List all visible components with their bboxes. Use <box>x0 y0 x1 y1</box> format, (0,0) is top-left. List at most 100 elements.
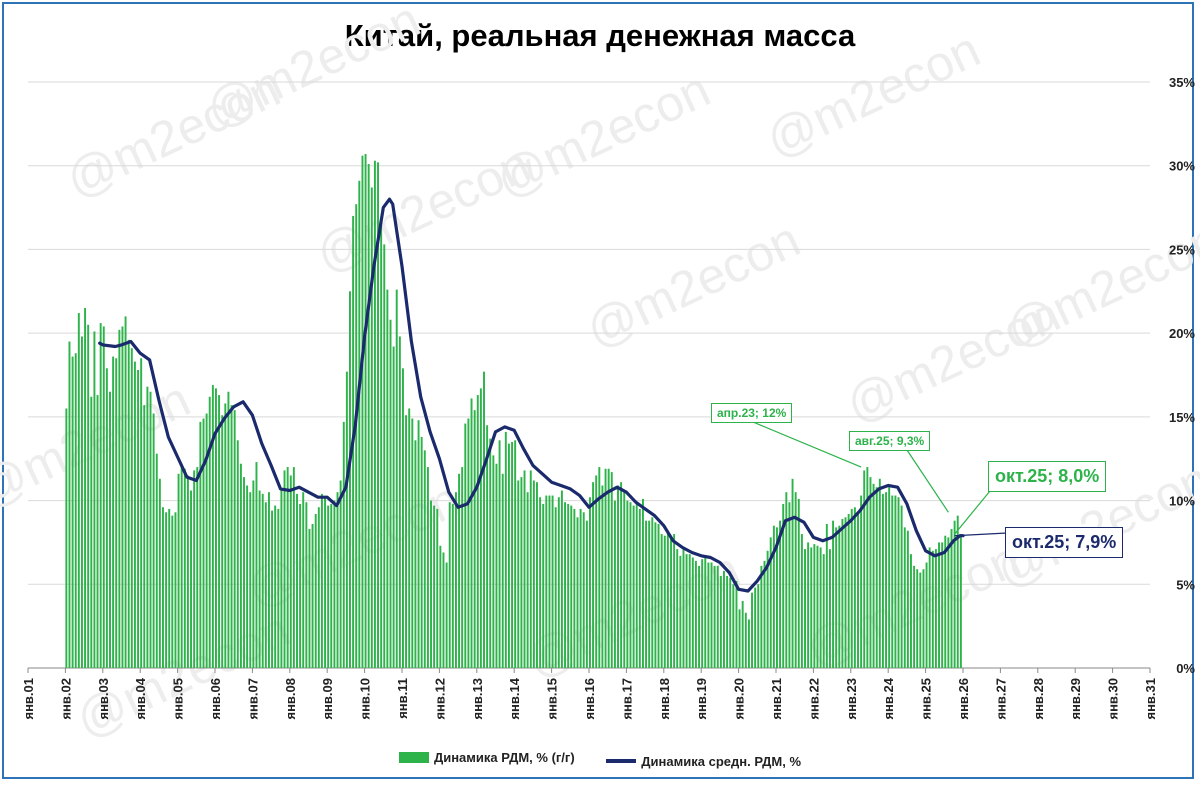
callout-label: апр.23; 12% <box>711 403 793 423</box>
bar <box>358 180 361 669</box>
bar <box>956 515 959 668</box>
watermark-text: @m2econ <box>577 211 808 358</box>
bar <box>894 495 897 668</box>
watermark-text: @m2econ <box>757 21 988 168</box>
bar <box>698 565 701 668</box>
x-tick-label: янв.20 <box>732 678 747 720</box>
bar <box>941 542 944 668</box>
bar <box>342 421 345 668</box>
bar <box>180 463 183 668</box>
bar <box>121 326 124 668</box>
bar <box>916 569 919 668</box>
callout-leader <box>954 532 1008 537</box>
bar <box>395 289 398 668</box>
bar <box>567 503 570 668</box>
bar <box>367 164 370 669</box>
bar <box>866 467 869 668</box>
bar <box>779 520 782 668</box>
bar <box>261 493 264 668</box>
bar <box>511 441 514 668</box>
bar <box>143 405 146 668</box>
bar <box>897 497 900 668</box>
bar <box>448 502 451 668</box>
bar <box>657 524 660 668</box>
bar <box>835 527 838 668</box>
bar <box>610 472 613 668</box>
bar <box>754 587 757 668</box>
bar <box>99 323 102 668</box>
bar <box>757 584 760 668</box>
bar <box>810 547 813 668</box>
bar <box>392 346 395 668</box>
bar <box>651 517 654 668</box>
x-tick-label: янв.28 <box>1031 678 1046 720</box>
bar <box>679 555 682 668</box>
bar <box>841 518 844 668</box>
bar <box>934 549 937 668</box>
bar <box>551 495 554 668</box>
bar <box>735 580 738 668</box>
bar <box>74 353 77 668</box>
x-tick-label: янв.21 <box>769 678 784 720</box>
bar <box>738 609 741 668</box>
bar <box>361 155 364 668</box>
callout-leader <box>752 421 862 468</box>
bar <box>800 534 803 668</box>
bar <box>632 505 635 668</box>
bar <box>604 468 607 668</box>
bar <box>377 162 379 668</box>
bar <box>174 512 177 668</box>
bar <box>807 542 810 668</box>
x-tick-label: янв.06 <box>208 678 223 720</box>
bar <box>433 505 436 668</box>
bar <box>349 291 351 668</box>
bar <box>423 450 426 668</box>
bar <box>526 492 529 668</box>
bar <box>408 408 411 668</box>
bar <box>109 391 111 668</box>
bar <box>327 505 330 668</box>
bar <box>900 505 903 668</box>
bar <box>688 554 691 668</box>
x-tick-label: янв.26 <box>956 678 971 720</box>
bar <box>470 398 473 668</box>
bar <box>766 550 769 668</box>
bar <box>492 455 495 668</box>
bar <box>380 219 383 668</box>
chart-title: Китай, реальная денежная масса <box>344 18 856 53</box>
watermark-text: @m2econ <box>487 61 718 208</box>
bar <box>168 508 171 668</box>
bar <box>947 537 950 668</box>
bar <box>617 485 619 668</box>
legend-bar-swatch <box>398 752 429 763</box>
bar <box>483 371 485 668</box>
bar <box>302 492 305 668</box>
bar <box>744 612 747 668</box>
bar <box>641 498 644 668</box>
bar <box>442 552 445 668</box>
bar <box>239 463 242 668</box>
y-tick-label: 35% <box>1169 75 1195 90</box>
bar <box>183 468 186 668</box>
x-tick-label: янв.24 <box>881 677 896 719</box>
bar <box>165 512 168 668</box>
bar <box>723 570 725 668</box>
bar <box>944 535 947 668</box>
bar <box>719 575 722 668</box>
bar <box>860 495 863 668</box>
bar <box>149 391 152 668</box>
bar <box>804 549 806 668</box>
bar <box>336 492 339 668</box>
bar <box>224 403 227 668</box>
bar <box>162 507 164 668</box>
bar <box>626 500 629 668</box>
bar <box>507 443 510 668</box>
bar <box>579 508 582 668</box>
bar <box>707 562 710 668</box>
bar <box>414 440 417 668</box>
bar <box>523 470 526 668</box>
bar <box>420 436 423 668</box>
bar <box>255 462 258 668</box>
bar <box>370 187 373 669</box>
